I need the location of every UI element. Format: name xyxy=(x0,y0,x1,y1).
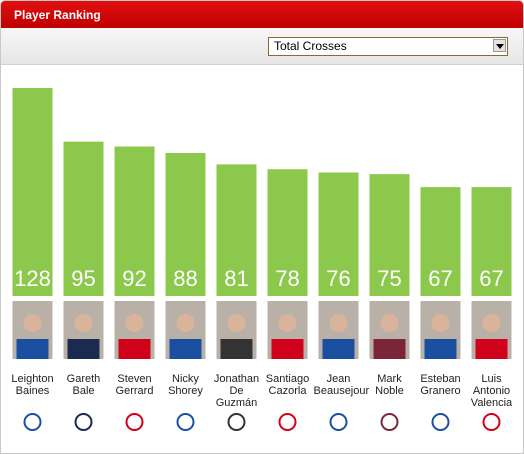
player-head xyxy=(176,314,195,332)
player-shirt xyxy=(271,339,304,359)
bar xyxy=(165,153,206,296)
player-name: Gareth Bale xyxy=(66,373,101,397)
player-head xyxy=(278,314,297,332)
player-head xyxy=(227,314,246,332)
player-head xyxy=(380,314,399,332)
player-name: Steven Gerrard xyxy=(115,373,154,397)
club-logo xyxy=(380,413,399,431)
title: Player Ranking xyxy=(14,8,101,22)
player-name: Luis Antonio Valencia xyxy=(470,373,513,409)
value-label: 81 xyxy=(224,266,248,291)
player-shirt xyxy=(169,339,202,359)
club-logo xyxy=(227,413,246,431)
club-logo xyxy=(329,413,348,431)
player-head xyxy=(482,314,501,332)
player-name: Nicky Shorey xyxy=(168,373,203,397)
player-head xyxy=(329,314,348,332)
metric-dropdown[interactable]: Total Crosses xyxy=(268,37,508,56)
club-logo xyxy=(176,413,195,431)
player-head xyxy=(431,314,450,332)
bar xyxy=(369,174,410,296)
dropdown-arrow[interactable] xyxy=(493,39,506,52)
player-name: Jean Beausejour xyxy=(313,373,370,397)
club-logo xyxy=(74,413,93,431)
bar xyxy=(318,172,359,296)
toolbar: Total Crosses xyxy=(1,28,523,65)
value-label: 88 xyxy=(173,266,197,291)
player-head xyxy=(74,314,93,332)
header: Player Ranking xyxy=(1,1,523,28)
value-label: 76 xyxy=(326,266,350,291)
bar xyxy=(267,169,308,296)
value-label: 78 xyxy=(275,266,299,291)
bar xyxy=(471,187,512,296)
club-logo xyxy=(125,413,144,431)
value-label: 67 xyxy=(479,266,503,291)
player-name: Santiago Cazorla xyxy=(265,373,310,397)
value-label: 67 xyxy=(428,266,452,291)
player-head xyxy=(23,314,42,332)
player-shirt xyxy=(118,339,151,359)
player-name: Mark Noble xyxy=(375,373,404,397)
player-name: Esteban Granero xyxy=(420,373,461,397)
bar xyxy=(12,88,53,296)
club-logo xyxy=(482,413,501,431)
player-shirt xyxy=(16,339,49,359)
club-logo xyxy=(278,413,297,431)
club-logo xyxy=(23,413,42,431)
player-shirt xyxy=(373,339,406,359)
player-shirt xyxy=(322,339,355,359)
bar xyxy=(420,187,461,296)
value-label: 128 xyxy=(14,266,51,291)
bar xyxy=(114,146,155,296)
player-name: Jonathan De Guzmán xyxy=(213,373,260,409)
dropdown-value: Total Crosses xyxy=(274,39,347,53)
bar xyxy=(63,141,104,296)
player-name: Leighton Baines xyxy=(11,373,54,397)
player-shirt xyxy=(67,339,100,359)
bar xyxy=(216,164,257,296)
value-label: 92 xyxy=(122,266,146,291)
player-head xyxy=(125,314,144,332)
club-logo xyxy=(431,413,450,431)
player-shirt xyxy=(220,339,253,359)
player-shirt xyxy=(424,339,457,359)
player-shirt xyxy=(475,339,508,359)
value-label: 75 xyxy=(377,266,401,291)
value-label: 95 xyxy=(71,266,95,291)
